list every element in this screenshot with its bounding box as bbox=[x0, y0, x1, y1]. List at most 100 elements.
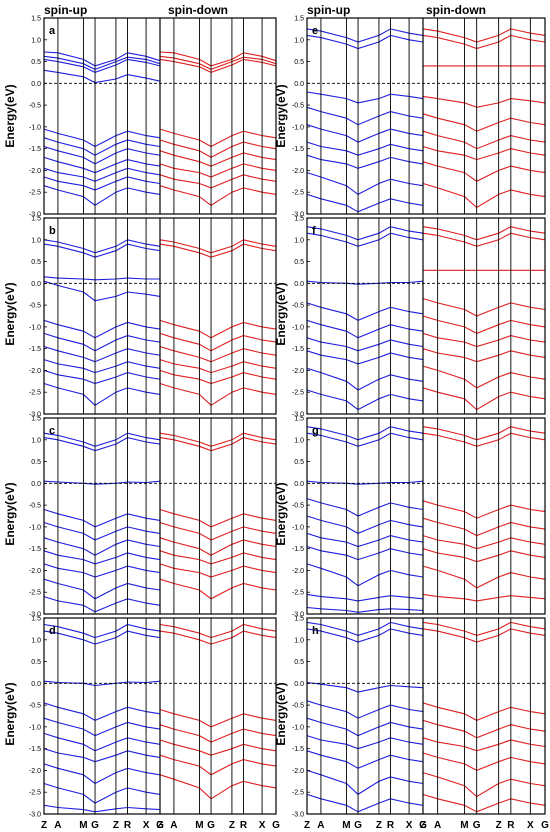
y-tick-label-a-2: 0.5 bbox=[31, 59, 41, 66]
y-tick-label-h-2: 0.5 bbox=[294, 659, 304, 666]
k-point-label-d-0-2: M bbox=[79, 820, 87, 831]
ylabel-right-row-4: Energy(eV) bbox=[274, 682, 288, 745]
y-tick-label-c-8: -2.5 bbox=[29, 590, 41, 597]
band-line-down-f-4 bbox=[422, 315, 546, 335]
band-line-down-f-7 bbox=[422, 365, 546, 389]
y-tick-label-f-7: -2.0 bbox=[292, 368, 304, 375]
band-line-up-a-2 bbox=[43, 58, 161, 73]
panel-frame-h bbox=[306, 617, 546, 815]
band-line-down-d-5 bbox=[159, 754, 277, 776]
band-line-up-b-2 bbox=[43, 276, 160, 281]
band-line-up-e-1 bbox=[306, 34, 424, 50]
band-line-down-c-0 bbox=[159, 432, 277, 447]
y-tick-label-d-6: -1.5 bbox=[29, 746, 41, 753]
k-point-label-h-1-0: Z bbox=[420, 820, 426, 831]
band-line-up-a-7 bbox=[43, 156, 161, 174]
panel-g: 1.5 1.0 0.5 0.0 -0.5 -1.0 -1.5 -2.0 -2.5 -3.0 g bbox=[292, 416, 546, 619]
k-point-label-d-1-7: G bbox=[272, 820, 280, 831]
band-line-up-f-0 bbox=[306, 226, 424, 241]
band-line-up-g-9 bbox=[306, 606, 424, 613]
band-line-down-a-7 bbox=[159, 174, 277, 189]
band-line-up-f-8 bbox=[306, 389, 424, 411]
band-line-down-f-6 bbox=[422, 348, 546, 363]
band-line-up-d-6 bbox=[43, 748, 161, 763]
band-line-down-f-1 bbox=[422, 232, 546, 247]
band-line-up-g-4 bbox=[306, 515, 424, 535]
y-tick-label-e-1: 1.0 bbox=[294, 37, 304, 44]
band-line-down-f-8 bbox=[422, 387, 546, 411]
panel-label-c: c bbox=[49, 425, 55, 437]
band-line-down-e-5 bbox=[422, 130, 546, 150]
band-line-down-c-5 bbox=[159, 550, 277, 565]
y-tick-label-c-7: -2.0 bbox=[29, 568, 41, 575]
band-line-down-e-8 bbox=[422, 182, 546, 209]
y-tick-label-g-3: 0.0 bbox=[294, 481, 304, 488]
band-line-up-d-8 bbox=[43, 782, 161, 804]
k-point-label-d-1-6: X bbox=[259, 820, 266, 831]
y-tick-label-b-1: 1.0 bbox=[31, 237, 41, 244]
band-line-up-c-1 bbox=[43, 437, 161, 452]
ylabel-right-row-2: Energy(eV) bbox=[274, 282, 288, 345]
y-tick-label-f-4: -0.5 bbox=[292, 303, 304, 310]
y-tick-label-f-3: 0.0 bbox=[294, 281, 304, 288]
band-line-down-e-7 bbox=[422, 161, 546, 182]
k-point-label-d-1-1: A bbox=[170, 820, 177, 831]
k-point-label-h-1-5: R bbox=[507, 820, 515, 831]
band-line-up-f-5 bbox=[306, 337, 424, 352]
k-point-label-h-1-2: M bbox=[460, 820, 468, 831]
y-tick-label-b-9: -3.0 bbox=[29, 412, 41, 419]
k-point-label-d-1-5: R bbox=[240, 820, 248, 831]
y-tick-label-e-3: 0.0 bbox=[294, 81, 304, 88]
band-line-down-b-4 bbox=[159, 345, 277, 363]
y-tick-label-d-4: -0.5 bbox=[29, 703, 41, 710]
band-line-up-b-8 bbox=[43, 369, 161, 385]
band-line-down-f-3 bbox=[422, 298, 546, 317]
band-line-down-d-3 bbox=[159, 724, 277, 743]
band-line-up-d-3 bbox=[43, 702, 161, 722]
k-point-label-h-1-1: A bbox=[434, 820, 441, 831]
y-tick-label-a-1: 1.0 bbox=[31, 37, 41, 44]
band-line-up-e-6 bbox=[306, 154, 424, 169]
ylabel-left-row-4: Energy(eV) bbox=[3, 682, 17, 745]
k-point-label-h-0-5: R bbox=[387, 820, 395, 831]
band-line-down-g-1 bbox=[422, 432, 546, 447]
k-point-label-d-1-2: M bbox=[195, 820, 203, 831]
panel-frame-e bbox=[306, 17, 546, 215]
y-tick-label-c-1: 1.0 bbox=[31, 437, 41, 444]
panel-label-f: f bbox=[312, 225, 316, 237]
band-line-up-c-9 bbox=[43, 596, 161, 613]
y-tick-label-e-0: 1.5 bbox=[294, 16, 304, 23]
band-line-down-b-7 bbox=[159, 382, 277, 406]
y-tick-label-d-7: -2.0 bbox=[29, 768, 41, 775]
y-tick-label-a-4: -0.5 bbox=[29, 103, 41, 110]
band-line-down-g-5 bbox=[422, 548, 546, 563]
k-point-label-d-0-4: Z bbox=[113, 820, 119, 831]
band-line-up-d-4 bbox=[43, 717, 161, 737]
y-tick-label-g-6: -1.5 bbox=[292, 546, 304, 553]
band-line-down-d-1 bbox=[159, 630, 277, 645]
y-tick-label-e-6: -1.5 bbox=[292, 146, 304, 153]
y-tick-label-f-8: -2.5 bbox=[292, 390, 304, 397]
band-line-up-g-8 bbox=[306, 593, 424, 602]
y-tick-label-b-0: 1.5 bbox=[31, 216, 41, 223]
band-line-down-g-3 bbox=[422, 517, 546, 537]
band-line-down-f-0 bbox=[422, 226, 546, 241]
band-line-up-g-0 bbox=[306, 426, 424, 441]
band-line-up-g-5 bbox=[306, 532, 424, 548]
band-line-up-b-7 bbox=[43, 359, 161, 374]
k-point-label-d-1-0: Z bbox=[157, 820, 163, 831]
y-tick-label-e-7: -2.0 bbox=[292, 168, 304, 175]
k-point-label-h-1-3: G bbox=[473, 820, 481, 831]
band-line-up-c-4 bbox=[43, 521, 161, 541]
y-tick-label-c-2: 0.5 bbox=[31, 459, 41, 466]
band-line-down-h-5 bbox=[422, 752, 546, 772]
y-tick-label-d-0: 1.5 bbox=[31, 616, 41, 623]
k-point-label-h-0-3: G bbox=[354, 820, 362, 831]
y-tick-label-e-5: -1.0 bbox=[292, 124, 304, 131]
band-line-up-e-2 bbox=[306, 91, 424, 104]
band-line-down-a-6 bbox=[159, 163, 277, 178]
y-tick-label-c-4: -0.5 bbox=[29, 503, 41, 510]
header-spin-up-left: spin-up bbox=[44, 3, 87, 17]
y-tick-label-a-8: -2.5 bbox=[29, 190, 41, 197]
band-line-up-f-7 bbox=[306, 367, 424, 391]
